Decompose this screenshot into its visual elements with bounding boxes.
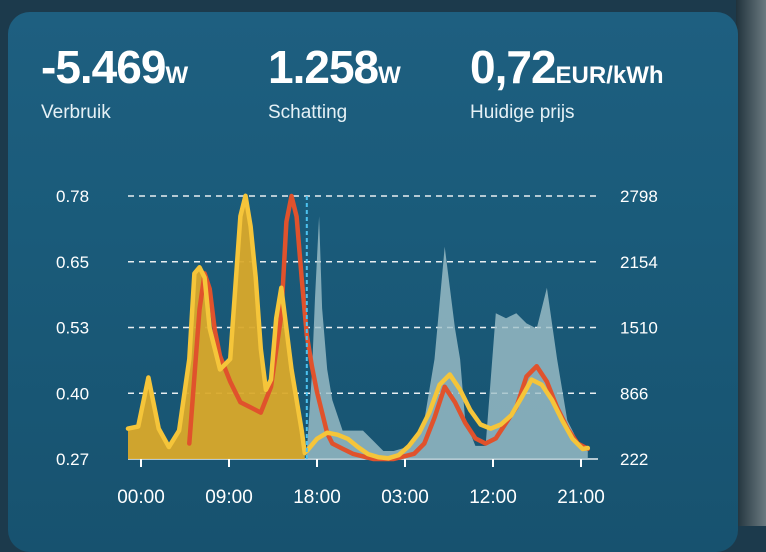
- chart-lines: [125, 193, 591, 462]
- energy-card[interactable]: -5.469W Verbruik 1.258W Schatting 0,72EU…: [8, 12, 738, 552]
- y-left-tick-label: 0.78: [56, 187, 89, 206]
- stat-schatting-label: Schatting: [268, 102, 348, 123]
- stat-verbruik: -5.469W Verbruik: [41, 40, 189, 123]
- stat-schatting-unit: W: [378, 62, 401, 89]
- y-axis-right: 2798 2154 1510 866 222: [620, 187, 658, 469]
- stat-prijs-value: 0,72: [470, 41, 557, 93]
- stat-schatting-value: 1.258: [268, 41, 379, 93]
- y-left-tick-label: 0.40: [56, 384, 89, 403]
- y-left-tick-label: 0.27: [56, 450, 89, 469]
- x-tick-label: 21:00: [557, 487, 605, 508]
- stat-verbruik-label: Verbruik: [41, 102, 111, 123]
- x-axis: 00:00 09:00 18:00 03:00 12:00 21:00: [117, 459, 605, 508]
- y-right-tick-label: 866: [620, 384, 648, 403]
- stat-prijs: 0,72EUR/kWh Huidige prijs: [470, 40, 664, 123]
- stat-schatting: 1.258W Schatting: [268, 40, 401, 123]
- y-right-tick-label: 1510: [620, 319, 658, 338]
- x-tick-label: 00:00: [117, 487, 165, 508]
- y-left-tick-label: 0.53: [56, 319, 89, 338]
- x-tick-label: 09:00: [205, 487, 253, 508]
- line-series-3: [125, 193, 308, 456]
- energy-chart[interactable]: 0.780.650.530.400.27 279821541510866222 …: [8, 12, 738, 538]
- x-tick-label: 03:00: [381, 487, 429, 508]
- device-bezel: [736, 0, 766, 526]
- x-tick-label: 18:00: [293, 487, 341, 508]
- stat-verbruik-unit: W: [165, 62, 189, 89]
- stat-prijs-unit: EUR/kWh: [555, 62, 664, 89]
- y-left-tick-label: 0.65: [56, 253, 89, 272]
- area-series-1: [306, 216, 588, 459]
- y-axis-left: 0.78 0.65 0.53 0.40 0.27: [56, 187, 89, 469]
- stat-verbruik-value: -5.469: [41, 41, 166, 93]
- y-right-tick-label: 2154: [620, 253, 658, 272]
- x-tick-label: 12:00: [469, 487, 517, 508]
- area-series-0: [128, 195, 305, 460]
- y-right-tick-label: 2798: [620, 187, 658, 206]
- stat-prijs-label: Huidige prijs: [470, 102, 575, 123]
- y-right-tick-label: 222: [620, 450, 648, 469]
- line-series-4: [304, 372, 591, 461]
